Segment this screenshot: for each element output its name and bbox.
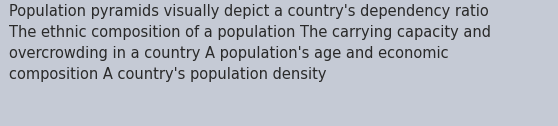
Text: Population pyramids visually depict a country's dependency ratio
The ethnic comp: Population pyramids visually depict a co… <box>9 4 491 82</box>
